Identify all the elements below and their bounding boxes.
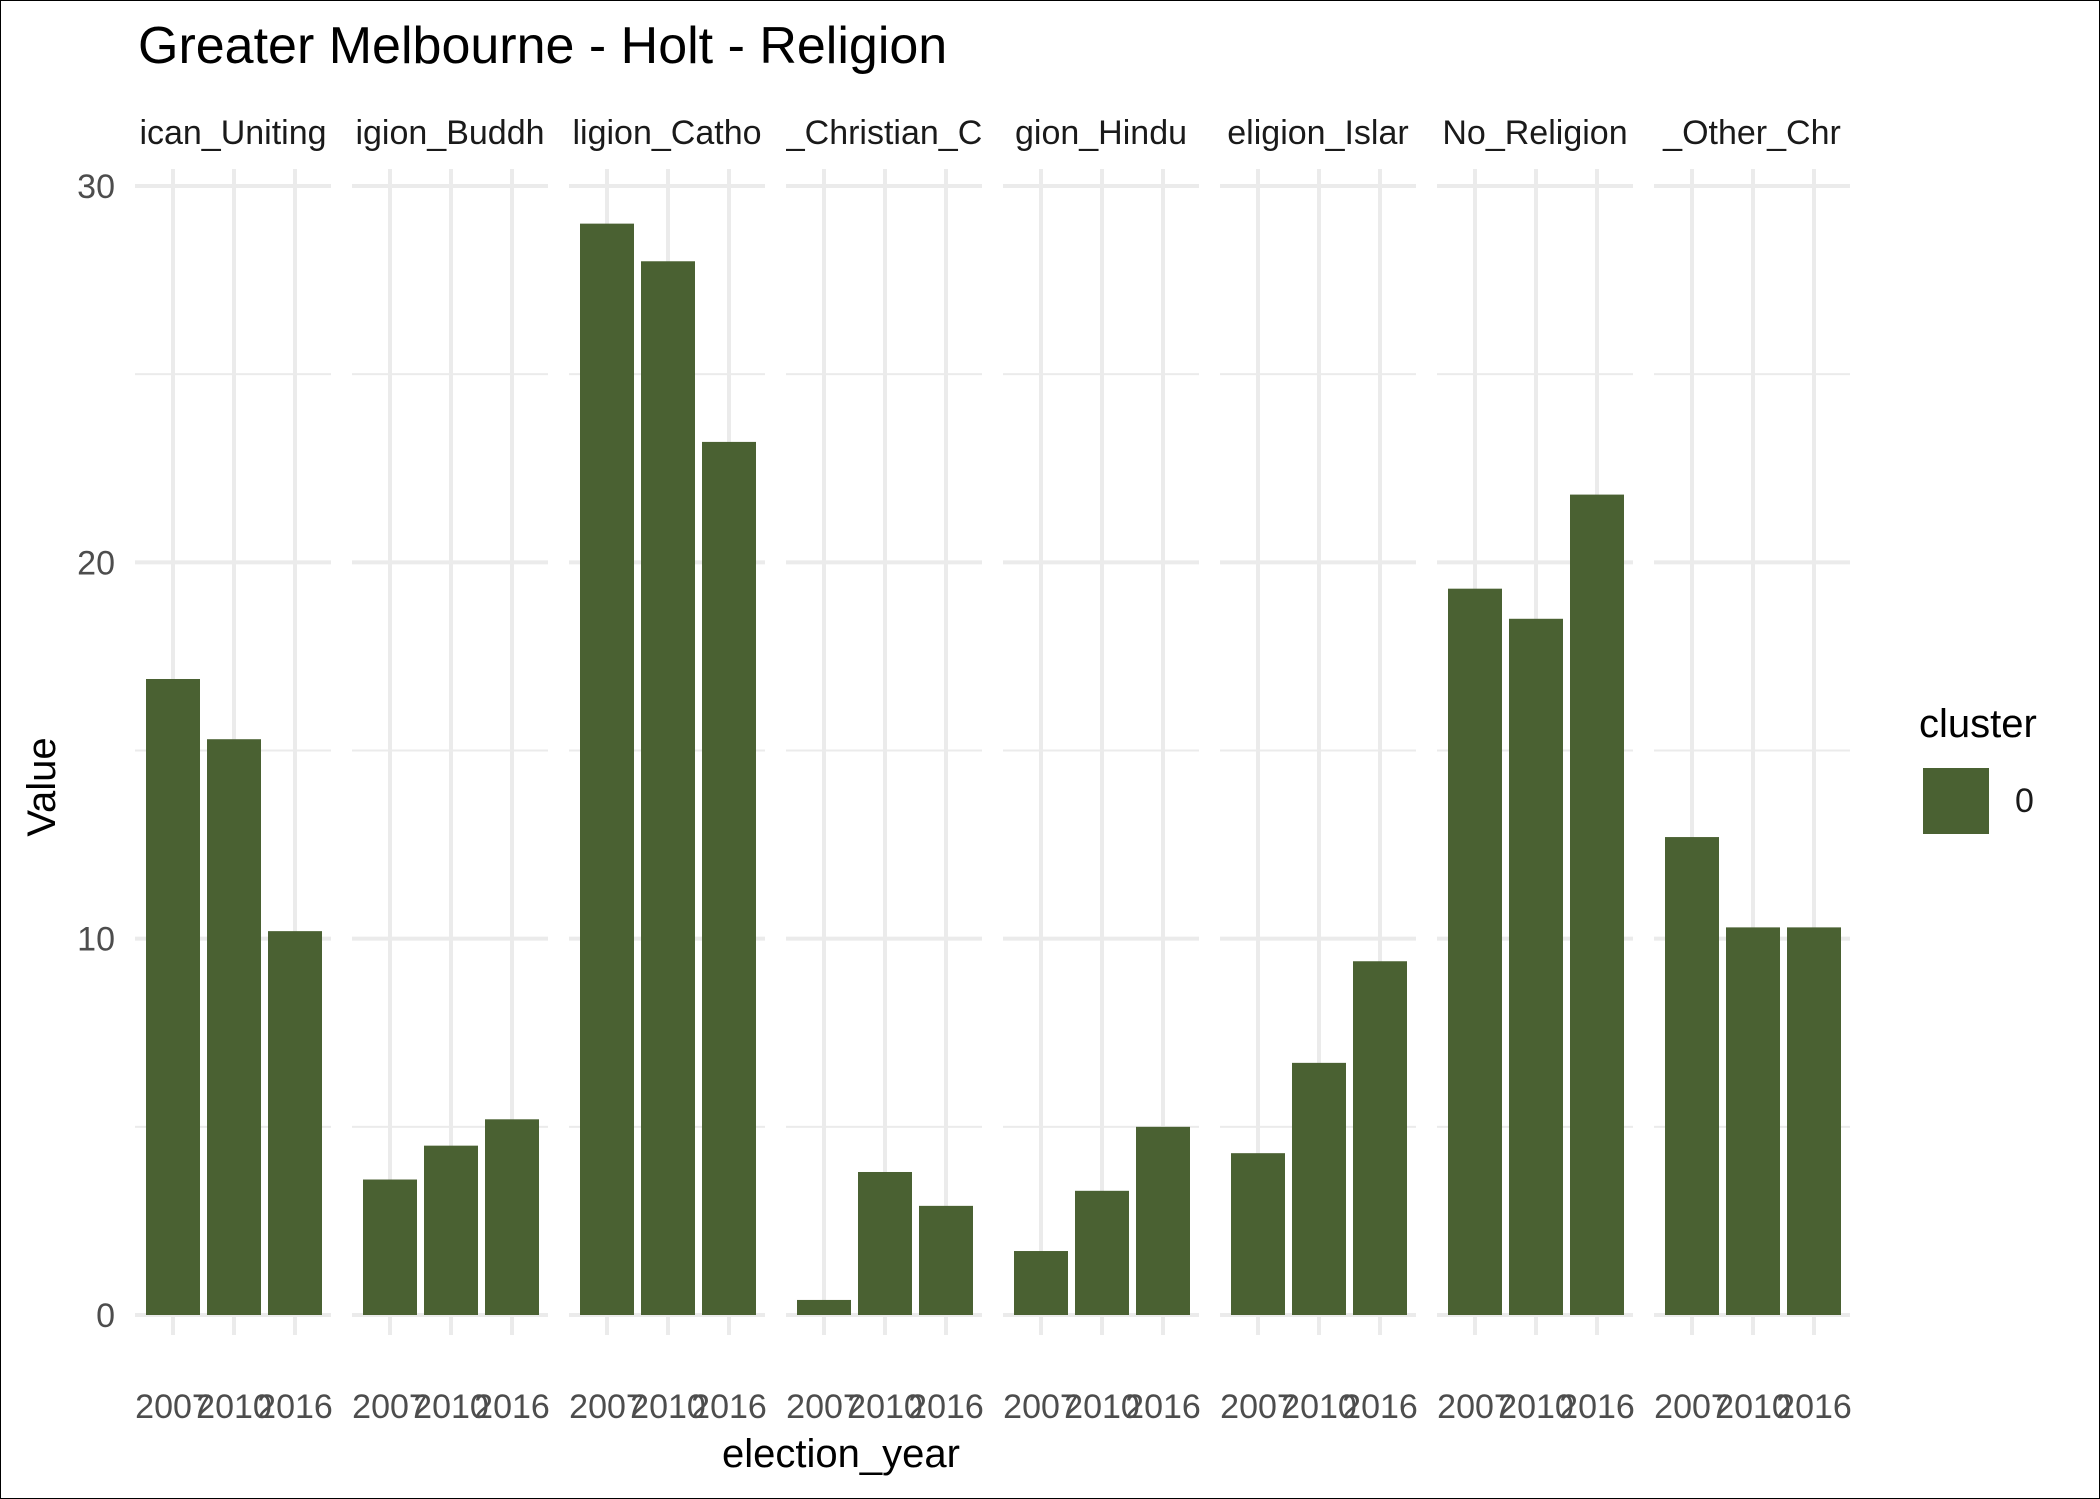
facet-strip-label: eligion_Islar (1227, 114, 1408, 152)
bar (1075, 1190, 1129, 1315)
legend-title: cluster (1919, 702, 2037, 746)
bar (1570, 494, 1624, 1315)
bar (268, 931, 322, 1315)
facet-panels: 200720102016ican_Uniting200720102016igio… (135, 114, 1852, 1426)
x-tick-label: 2010 (1715, 1388, 1791, 1426)
x-tick-label: 2016 (691, 1388, 767, 1426)
y-tick-label: 20 (77, 544, 115, 582)
bar (858, 1171, 912, 1315)
facet-strip-label: ican_Uniting (139, 114, 326, 152)
x-tick-label: 2007 (786, 1388, 862, 1426)
y-tick-label: 30 (77, 168, 115, 206)
x-tick-label: 2016 (1125, 1388, 1201, 1426)
facet-strip-label: No_Religion (1442, 114, 1627, 152)
facet-strip-label: ligion_Catho (572, 114, 761, 152)
x-tick-label: 2010 (413, 1388, 489, 1426)
bar (797, 1299, 851, 1315)
x-tick-label: 2016 (908, 1388, 984, 1426)
x-tick-label: 2007 (1220, 1388, 1296, 1426)
bar (1136, 1126, 1190, 1315)
bar (1231, 1153, 1285, 1315)
x-tick-label: 2007 (352, 1388, 428, 1426)
bar (424, 1145, 478, 1315)
facet-strip-label: _Other_Chr (1662, 114, 1841, 152)
bar (1353, 961, 1407, 1315)
x-tick-label: 2016 (1776, 1388, 1852, 1426)
bar (1787, 927, 1841, 1315)
bar (1726, 927, 1780, 1315)
bar (641, 261, 695, 1316)
y-tick-label: 0 (96, 1297, 115, 1335)
x-tick-label: 2010 (847, 1388, 923, 1426)
x-tick-label: 2007 (569, 1388, 645, 1426)
bar (1448, 588, 1502, 1315)
x-tick-label: 2007 (135, 1388, 211, 1426)
chart-title: Greater Melbourne - Holt - Religion (138, 17, 947, 75)
y-axis-title: Value (20, 737, 64, 836)
x-tick-label: 2010 (1281, 1388, 1357, 1426)
x-tick-label: 2016 (474, 1388, 550, 1426)
bar (1292, 1062, 1346, 1315)
x-tick-label: 2010 (196, 1388, 272, 1426)
facet-strip-label: igion_Buddh (355, 114, 544, 152)
x-tick-label: 2016 (1559, 1388, 1635, 1426)
bar (485, 1119, 539, 1315)
x-tick-label: 2016 (1342, 1388, 1418, 1426)
x-tick-label: 2010 (630, 1388, 706, 1426)
x-tick-label: 2016 (257, 1388, 333, 1426)
bar (702, 441, 756, 1315)
bar (146, 678, 200, 1315)
x-tick-label: 2007 (1437, 1388, 1513, 1426)
x-tick-label: 2010 (1064, 1388, 1140, 1426)
bar (1665, 837, 1719, 1315)
x-tick-label: 2007 (1654, 1388, 1730, 1426)
bar (363, 1179, 417, 1315)
bar (207, 739, 261, 1315)
x-tick-label: 2010 (1498, 1388, 1574, 1426)
legend-key-0 (1923, 768, 1989, 834)
legend: cluster 0 (1919, 702, 2037, 834)
legend-label-0: 0 (2015, 782, 2034, 820)
bar (919, 1205, 973, 1315)
x-axis-title: election_year (722, 1432, 960, 1476)
bar (1509, 618, 1563, 1315)
y-tick-label: 10 (77, 921, 115, 959)
bar (1014, 1251, 1068, 1315)
facet-strip-label: _Christian_C (785, 114, 983, 152)
bar (580, 223, 634, 1316)
facet-strip-label: gion_Hindu (1015, 114, 1187, 152)
y-axis-ticks: 0 10 20 30 (77, 168, 115, 1335)
x-tick-label: 2007 (1003, 1388, 1079, 1426)
